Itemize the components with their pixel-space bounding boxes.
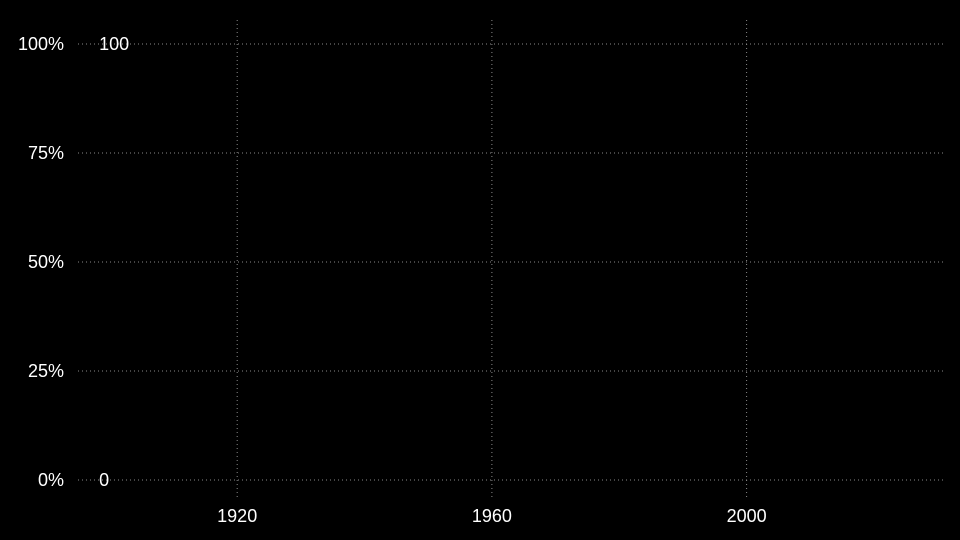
y-tick-label: 100%	[18, 34, 64, 54]
x-tick-label: 1920	[217, 506, 257, 526]
annotation-label: 0	[99, 470, 109, 490]
grid-layer	[78, 20, 944, 500]
y-tick-label: 75%	[28, 143, 64, 163]
y-tick-label: 25%	[28, 361, 64, 381]
annotation-layer: 100 0	[99, 34, 129, 490]
y-axis-tick-labels: 0% 25% 50% 75% 100%	[18, 34, 64, 490]
x-tick-label: 2000	[727, 506, 767, 526]
x-tick-label: 1960	[472, 506, 512, 526]
y-tick-label: 0%	[38, 470, 64, 490]
annotation-label: 100	[99, 34, 129, 54]
y-tick-label: 50%	[28, 252, 64, 272]
x-axis-tick-labels: 1920 1960 2000	[217, 506, 766, 526]
